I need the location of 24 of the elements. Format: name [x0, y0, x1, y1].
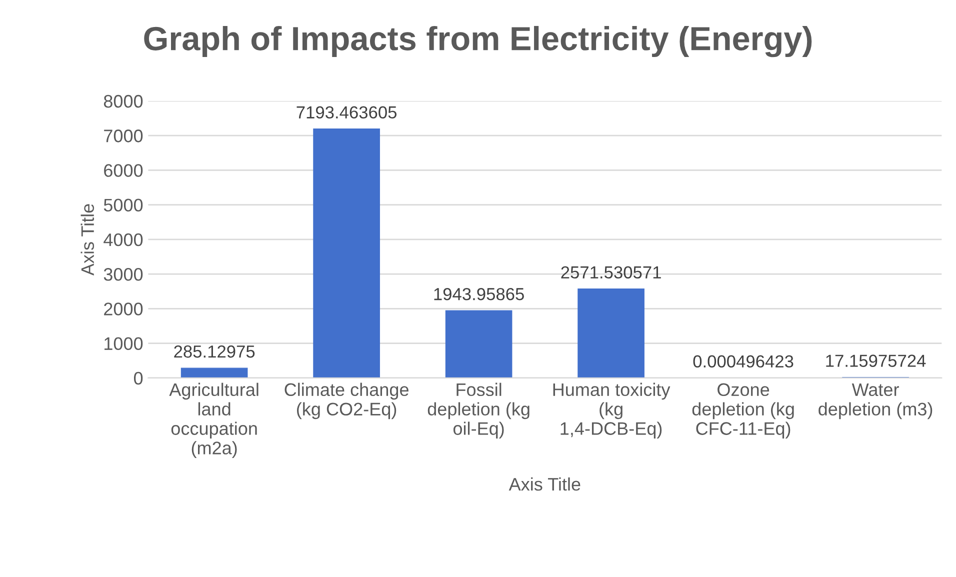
x-axis-title: Axis Title — [508, 477, 580, 491]
y-tick-label: 8000 — [104, 94, 143, 108]
y-axis-title: Axis Title — [80, 204, 94, 276]
data-label: 2571.530571 — [561, 266, 661, 279]
x-tick-label: Climate change (kg CO2-Eq) — [284, 382, 408, 420]
x-tick-label: Ozone depletion (kg CFC-11-Eq) — [692, 383, 794, 439]
y-tick-label: 1000 — [104, 337, 143, 350]
data-label: 7193.463605 — [296, 106, 397, 119]
x-tick-label: Fossil depletion (kg oil-Eq) — [428, 382, 530, 439]
data-label: 285.12975 — [174, 345, 255, 358]
y-tick-label: 3000 — [104, 268, 143, 281]
x-tick-label: Human toxicity (kg 1,4-DCB-Eq) — [553, 382, 670, 439]
chart-title: Graph of Impacts from Electricity (Energy) — [144, 26, 812, 58]
y-tick-label: 0 — [134, 372, 143, 385]
data-label: 17.15975724 — [826, 354, 926, 367]
data-label: 0.000496423 — [693, 355, 794, 368]
data-label: 1943.95865 — [434, 288, 524, 300]
x-tick-label: Agricultural land occupation (m2a) — [169, 382, 258, 458]
x-tick-label: Water depletion (m3) — [818, 383, 932, 420]
y-tick-label: 2000 — [104, 302, 143, 316]
y-tick-label: 7000 — [104, 130, 143, 142]
y-tick-label: 5000 — [104, 198, 143, 212]
y-tick-label: 4000 — [104, 233, 143, 246]
y-tick-label: 6000 — [104, 164, 143, 177]
